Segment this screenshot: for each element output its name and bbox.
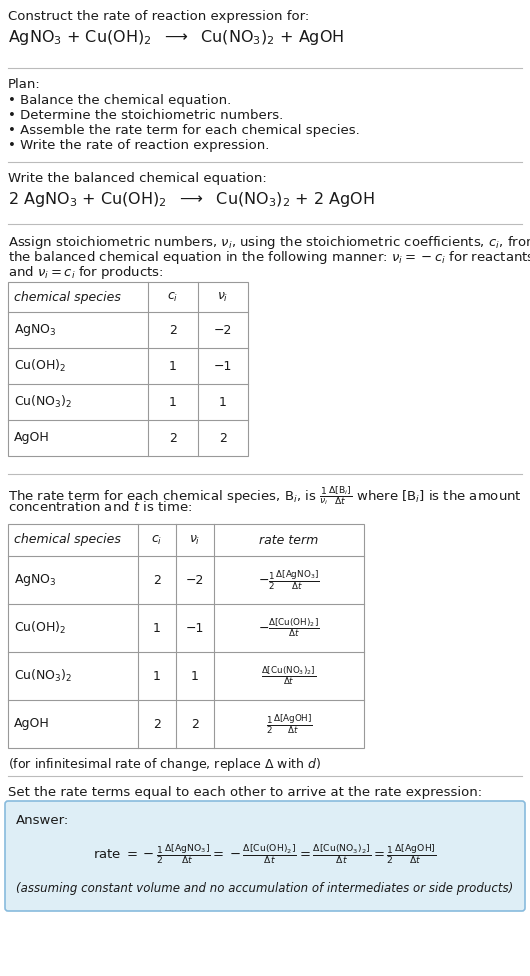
Text: 1: 1 — [219, 395, 227, 409]
Text: 2: 2 — [169, 431, 177, 444]
Text: 1: 1 — [153, 622, 161, 634]
Text: AgOH: AgOH — [14, 717, 50, 730]
Text: Cu(OH)$_2$: Cu(OH)$_2$ — [14, 620, 66, 636]
Text: • Balance the chemical equation.: • Balance the chemical equation. — [8, 94, 231, 107]
Text: 2 AgNO$_3$ + Cu(OH)$_2$  $\longrightarrow$  Cu(NO$_3$)$_2$ + 2 AgOH: 2 AgNO$_3$ + Cu(OH)$_2$ $\longrightarrow… — [8, 190, 375, 209]
Text: −1: −1 — [186, 622, 204, 634]
Text: Answer:: Answer: — [16, 814, 69, 827]
Text: AgNO$_3$: AgNO$_3$ — [14, 322, 57, 338]
Bar — [8, 524, 364, 748]
Text: and $\nu_i = c_i$ for products:: and $\nu_i = c_i$ for products: — [8, 264, 164, 281]
Text: $c_i$: $c_i$ — [167, 291, 179, 304]
Text: rate $= -\frac{1}{2}\frac{\Delta[\mathrm{AgNO_3}]}{\Delta t} = -\frac{\Delta[\ma: rate $= -\frac{1}{2}\frac{\Delta[\mathrm… — [93, 842, 437, 866]
Text: Assign stoichiometric numbers, $\nu_i$, using the stoichiometric coefficients, $: Assign stoichiometric numbers, $\nu_i$, … — [8, 234, 530, 251]
Text: $\frac{\Delta[\mathrm{Cu(NO_3)_2}]}{\Delta t}$: $\frac{\Delta[\mathrm{Cu(NO_3)_2}]}{\Del… — [261, 665, 316, 687]
Text: • Determine the stoichiometric numbers.: • Determine the stoichiometric numbers. — [8, 109, 283, 122]
Text: chemical species: chemical species — [14, 534, 121, 547]
Text: −1: −1 — [214, 359, 232, 373]
Text: Cu(NO$_3$)$_2$: Cu(NO$_3$)$_2$ — [14, 668, 73, 684]
Text: the balanced chemical equation in the following manner: $\nu_i = -c_i$ for react: the balanced chemical equation in the fo… — [8, 249, 530, 266]
Text: 2: 2 — [153, 717, 161, 730]
Text: 2: 2 — [169, 323, 177, 337]
Text: Set the rate terms equal to each other to arrive at the rate expression:: Set the rate terms equal to each other t… — [8, 786, 482, 799]
Text: $-\frac{\Delta[\mathrm{Cu(OH)_2}]}{\Delta t}$: $-\frac{\Delta[\mathrm{Cu(OH)_2}]}{\Delt… — [258, 617, 320, 639]
Text: AgNO$_3$: AgNO$_3$ — [14, 572, 57, 588]
Text: Write the balanced chemical equation:: Write the balanced chemical equation: — [8, 172, 267, 185]
Text: AgOH: AgOH — [14, 431, 50, 444]
Text: Cu(NO$_3$)$_2$: Cu(NO$_3$)$_2$ — [14, 394, 73, 410]
Text: 1: 1 — [191, 670, 199, 682]
Text: chemical species: chemical species — [14, 291, 121, 304]
Text: Cu(OH)$_2$: Cu(OH)$_2$ — [14, 358, 66, 374]
Text: $-\frac{1}{2}\frac{\Delta[\mathrm{AgNO_3}]}{\Delta t}$: $-\frac{1}{2}\frac{\Delta[\mathrm{AgNO_3… — [258, 568, 320, 591]
Text: −2: −2 — [214, 323, 232, 337]
Text: • Assemble the rate term for each chemical species.: • Assemble the rate term for each chemic… — [8, 124, 360, 137]
Text: $\frac{1}{2}\frac{\Delta[\mathrm{AgOH}]}{\Delta t}$: $\frac{1}{2}\frac{\Delta[\mathrm{AgOH}]}… — [266, 712, 313, 736]
Text: $\nu_i$: $\nu_i$ — [217, 291, 228, 304]
FancyBboxPatch shape — [5, 801, 525, 911]
Text: 2: 2 — [219, 431, 227, 444]
Text: 1: 1 — [153, 670, 161, 682]
Text: rate term: rate term — [259, 534, 319, 547]
Text: (assuming constant volume and no accumulation of intermediates or side products): (assuming constant volume and no accumul… — [16, 882, 514, 895]
Text: concentration and $t$ is time:: concentration and $t$ is time: — [8, 500, 192, 514]
Text: $\nu_i$: $\nu_i$ — [189, 534, 201, 547]
Text: 2: 2 — [191, 717, 199, 730]
Text: 1: 1 — [169, 395, 177, 409]
Text: −2: −2 — [186, 574, 204, 587]
Text: Plan:: Plan: — [8, 78, 41, 91]
Text: $c_i$: $c_i$ — [152, 534, 163, 547]
Text: 1: 1 — [169, 359, 177, 373]
Text: The rate term for each chemical species, B$_i$, is $\frac{1}{\nu_i}\frac{\Delta[: The rate term for each chemical species,… — [8, 484, 522, 507]
Bar — [8, 282, 248, 456]
Text: (for infinitesimal rate of change, replace $\Delta$ with $d$): (for infinitesimal rate of change, repla… — [8, 756, 321, 773]
Text: Construct the rate of reaction expression for:: Construct the rate of reaction expressio… — [8, 10, 309, 23]
Text: • Write the rate of reaction expression.: • Write the rate of reaction expression. — [8, 139, 269, 152]
Text: AgNO$_3$ + Cu(OH)$_2$  $\longrightarrow$  Cu(NO$_3$)$_2$ + AgOH: AgNO$_3$ + Cu(OH)$_2$ $\longrightarrow$ … — [8, 28, 344, 47]
Text: 2: 2 — [153, 574, 161, 587]
